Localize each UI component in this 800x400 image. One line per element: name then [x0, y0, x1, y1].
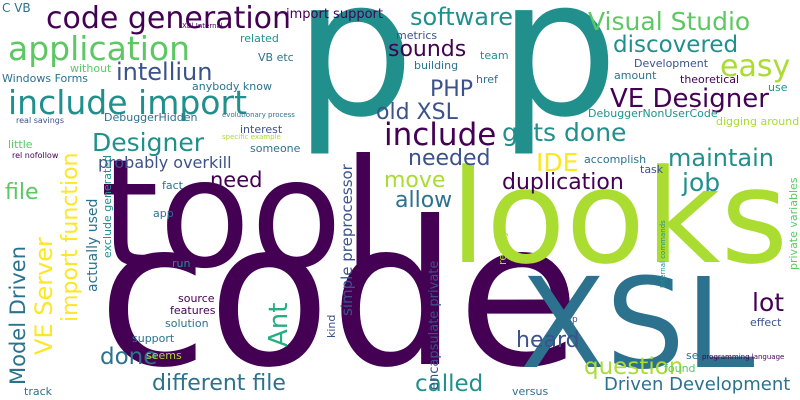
- word-little: little: [8, 138, 33, 151]
- word-windows-forms: Windows Forms: [2, 72, 89, 85]
- word-code-generation: code generation: [46, 1, 292, 36]
- word-p: p: [498, 0, 619, 159]
- word-needed: needed: [408, 146, 491, 171]
- word-encapsulate-private: encapsulate private: [427, 260, 442, 390]
- word-ant: Ant: [264, 302, 294, 347]
- word-effect: effect: [750, 316, 782, 329]
- word-file: file: [5, 180, 39, 205]
- word-amount: amount: [614, 69, 657, 82]
- word-vb-etc: VB etc: [258, 51, 294, 64]
- word-reality: reality: [496, 230, 509, 265]
- word-p: p: [294, 0, 415, 159]
- word-versus: versus: [512, 385, 549, 398]
- word-move: move: [384, 168, 446, 193]
- word-model-driven: Model Driven: [6, 245, 30, 385]
- word-solution: solution: [165, 317, 209, 330]
- word-xsl: XSL: [520, 252, 755, 397]
- word-support: support: [132, 332, 175, 345]
- word-sounds: sounds: [388, 37, 467, 62]
- word-maintain: maintain: [668, 144, 774, 172]
- word-specific-example: specific example: [222, 133, 281, 141]
- word-someone: someone: [250, 142, 301, 155]
- word-without: without: [70, 62, 112, 75]
- word-simple-preprocessor: simple preprocessor: [338, 164, 356, 316]
- word-programming-language: programming language: [702, 353, 785, 361]
- word-tool: tool: [100, 128, 385, 302]
- word-different-file: different file: [152, 371, 286, 396]
- word-small-p: p: [572, 315, 578, 325]
- word-exclude-generated: exclude generated: [101, 154, 114, 258]
- word-intelliun: intelliun: [116, 58, 213, 86]
- word-allow: allow: [395, 188, 453, 213]
- word-easy: easy: [720, 49, 791, 84]
- word-href: href: [476, 73, 498, 86]
- word-use: use: [768, 81, 788, 94]
- word-evolutionary-process: evolutionary process: [222, 111, 295, 119]
- word-app: app: [153, 207, 174, 220]
- word-metrics: metrics: [396, 29, 438, 42]
- word-old-xsl: old XSL: [376, 100, 458, 125]
- word-called: called: [415, 371, 484, 397]
- word-actually-used: actually used: [85, 198, 101, 292]
- word-kind: kind: [325, 314, 338, 338]
- word-import-function: import function: [58, 152, 83, 322]
- word-interest: interest: [240, 123, 283, 136]
- word-ve-server: VE Server: [30, 237, 58, 355]
- word-xbl-internal: XBl Internal: [182, 22, 223, 30]
- word-building: building: [414, 59, 459, 72]
- word-question: question: [584, 354, 684, 380]
- word-looks: looks: [450, 141, 789, 293]
- word-heard: heard: [516, 328, 580, 353]
- word-task: task: [640, 163, 664, 176]
- word-debuggernonusercode: DebuggerNonUserCode: [588, 107, 718, 120]
- word-import-support: import support: [286, 7, 383, 22]
- word-visual-studio: Visual Studio: [588, 7, 751, 36]
- word-discovered: discovered: [613, 32, 739, 58]
- word-seems: seems: [146, 349, 182, 362]
- word-lot: lot: [752, 288, 785, 317]
- word-features: features: [170, 304, 216, 317]
- word-job: job: [682, 168, 721, 197]
- word-gets-done: gets done: [502, 118, 627, 147]
- word-done: done: [100, 344, 158, 370]
- word-internal-commands: Internal commands: [659, 220, 667, 288]
- word-need: need: [210, 168, 263, 192]
- word-php: PHP: [430, 77, 474, 102]
- word-team: team: [480, 49, 509, 62]
- word-private-variables: private variables: [787, 177, 800, 271]
- word-related: related: [240, 32, 279, 45]
- word-theoretical: theoretical: [680, 73, 740, 86]
- word-ide: IDE: [536, 148, 579, 177]
- word-application: application: [8, 29, 191, 68]
- word-digging-around: digging around: [716, 115, 800, 128]
- word-rel-nofollow: rel nofollow: [12, 151, 59, 160]
- word-probably-overkill: probably overkill: [98, 153, 232, 172]
- word-real-savings: real savings: [16, 116, 65, 125]
- word-c-vb: C VB: [2, 1, 31, 15]
- word-include: include: [384, 117, 497, 153]
- word-include-import: include import: [8, 83, 248, 122]
- word-code: code: [98, 179, 581, 400]
- word-debuggerhidden: DebuggerHidden: [104, 111, 198, 124]
- word-run: run: [172, 257, 191, 270]
- word-duplication: duplication: [502, 170, 624, 195]
- word-designer: Designer: [92, 128, 204, 157]
- word-software: software: [410, 3, 514, 31]
- word-found: found: [664, 362, 696, 375]
- word-ve-designer: VE Designer: [610, 84, 769, 114]
- word-fact: fact: [162, 179, 183, 192]
- word-source: source: [178, 292, 215, 305]
- word-track: track: [24, 385, 52, 398]
- word-accomplish: accomplish: [584, 153, 647, 166]
- word-see: see: [686, 349, 706, 362]
- word-driven-development: Driven Development: [604, 374, 791, 395]
- word-anybody-know: anybody know: [192, 80, 272, 93]
- word-development: Development: [634, 57, 709, 70]
